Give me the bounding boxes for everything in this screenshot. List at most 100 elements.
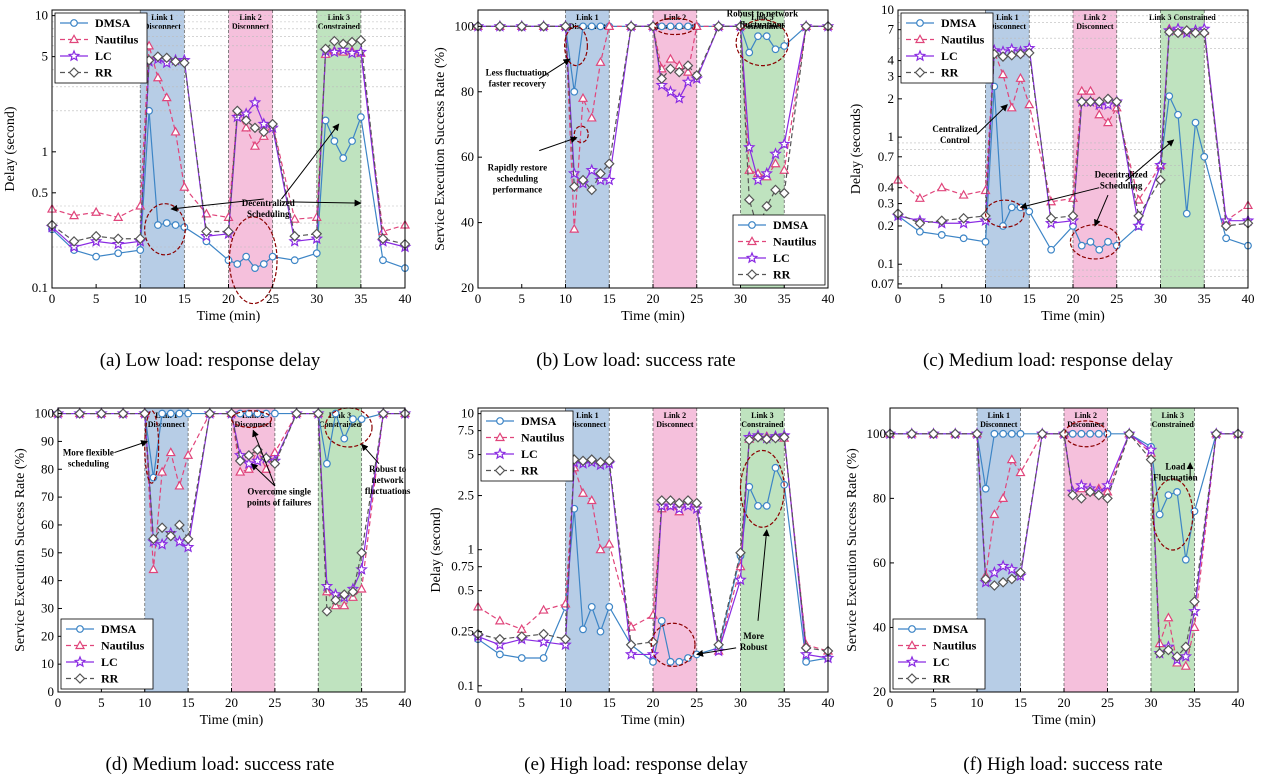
data-point-lc <box>181 540 195 553</box>
data-point-nautilus <box>1085 85 1096 95</box>
data-point-rr <box>179 57 190 69</box>
x-tick-label: 35 <box>355 695 368 710</box>
data-point-rr <box>174 519 185 531</box>
link-label: Constrained <box>1152 420 1195 429</box>
y-tick-label: 10 <box>41 656 54 671</box>
data-point-dmsa <box>340 434 349 443</box>
data-point-lc <box>585 163 599 176</box>
data-point-dmsa <box>114 249 123 258</box>
data-point-rr <box>656 495 668 506</box>
data-point-rr <box>603 158 615 170</box>
y-tick-label: 10 <box>35 8 48 23</box>
link-label: Link 3 <box>751 13 773 22</box>
data-point-lc <box>1144 443 1158 456</box>
data-point-dmsa <box>517 654 526 662</box>
data-point-lc <box>537 635 550 648</box>
data-point-dmsa <box>1200 152 1209 161</box>
data-point-nautilus <box>183 449 194 459</box>
data-point-dmsa <box>1191 118 1200 127</box>
data-point-rr <box>234 455 246 467</box>
data-point-nautilus <box>113 211 124 221</box>
data-point-dmsa <box>357 415 366 424</box>
data-point-dmsa <box>981 484 990 493</box>
link-label: Link 1 <box>155 411 177 420</box>
data-point-lc <box>1132 219 1145 232</box>
series-line-nautilus <box>477 435 829 652</box>
highlight-ellipse <box>564 25 588 67</box>
x-tick-label: 5 <box>519 291 526 306</box>
highlight-ellipse <box>1064 420 1108 448</box>
y-tick-label: 10 <box>461 406 474 421</box>
data-point-nautilus <box>249 140 260 150</box>
data-point-rr <box>96 408 107 419</box>
legend-marker-nautilus <box>494 432 506 442</box>
y-axis-label: Service Execution Success Rate (%) <box>433 47 448 251</box>
data-point-rr <box>1189 596 1200 607</box>
data-point-rr <box>152 51 164 62</box>
data-point-dmsa <box>270 409 279 418</box>
x-tick-label: 5 <box>939 291 946 306</box>
y-tick-label: 0.07 <box>871 276 894 291</box>
x-tick-label: 25 <box>266 291 279 306</box>
data-point-rr <box>625 21 637 32</box>
data-point-rr <box>560 21 571 32</box>
x-tick-label: 15 <box>178 291 191 306</box>
data-point-rr <box>595 168 606 179</box>
data-point-lc <box>567 166 581 179</box>
data-point-rr <box>329 35 340 47</box>
y-tick-label: 80 <box>873 490 886 505</box>
data-point-rr <box>1102 93 1114 105</box>
data-point-rr <box>134 233 146 245</box>
data-point-nautilus <box>569 223 580 233</box>
x-tick-label: 25 <box>690 695 703 710</box>
data-point-rr <box>906 428 918 440</box>
data-point-rr <box>1036 428 1048 440</box>
legend-label-lc: LC <box>933 655 950 669</box>
annotation-text: performance <box>493 184 542 194</box>
data-point-nautilus <box>735 561 746 571</box>
annotation-text: Control <box>940 135 970 145</box>
data-point-rr <box>1190 27 1201 39</box>
legend-label-nautilus: Nautilus <box>933 639 977 653</box>
panel-caption: (d) Medium load: success rate <box>106 754 335 775</box>
y-tick-label: 100 <box>35 406 55 421</box>
legend-label-dmsa: DMSA <box>933 622 969 636</box>
data-point-dmsa <box>153 221 162 229</box>
data-point-dmsa <box>1077 429 1086 438</box>
data-point-lc <box>988 565 1001 578</box>
data-point-rr <box>656 73 668 85</box>
data-point-nautilus <box>321 586 332 596</box>
legend-label-lc: LC <box>95 49 112 63</box>
data-point-rr <box>1180 641 1192 653</box>
data-point-dmsa <box>596 627 605 636</box>
y-tick-label: 1 <box>888 129 895 144</box>
data-point-lc <box>1005 562 1019 575</box>
data-point-rr <box>980 573 992 585</box>
data-point-dmsa <box>570 87 579 96</box>
annotation-text: Fluctuation <box>1153 472 1198 482</box>
data-point-dmsa <box>981 237 990 246</box>
data-point-rr <box>1058 428 1070 440</box>
y-tick-label: 20 <box>41 628 54 643</box>
data-point-rr <box>691 70 703 81</box>
data-point-lc <box>328 45 341 58</box>
data-point-nautilus <box>538 604 549 614</box>
x-tick-label: 15 <box>1023 291 1036 306</box>
data-point-rr <box>1155 174 1166 186</box>
x-tick-label: 5 <box>98 695 105 710</box>
data-point-rr <box>267 118 278 130</box>
data-point-rr <box>603 455 615 467</box>
data-point-rr <box>516 21 528 32</box>
data-point-rr <box>1045 212 1057 224</box>
data-point-lc <box>602 173 616 186</box>
data-point-dmsa <box>666 22 675 31</box>
annotation-text: network <box>372 475 404 485</box>
data-point-nautilus <box>1076 85 1087 95</box>
y-tick-label: 10 <box>881 2 894 17</box>
x-tick-label: 10 <box>971 695 984 710</box>
link-label: Link 2 <box>664 411 686 420</box>
data-point-rr <box>743 434 755 446</box>
